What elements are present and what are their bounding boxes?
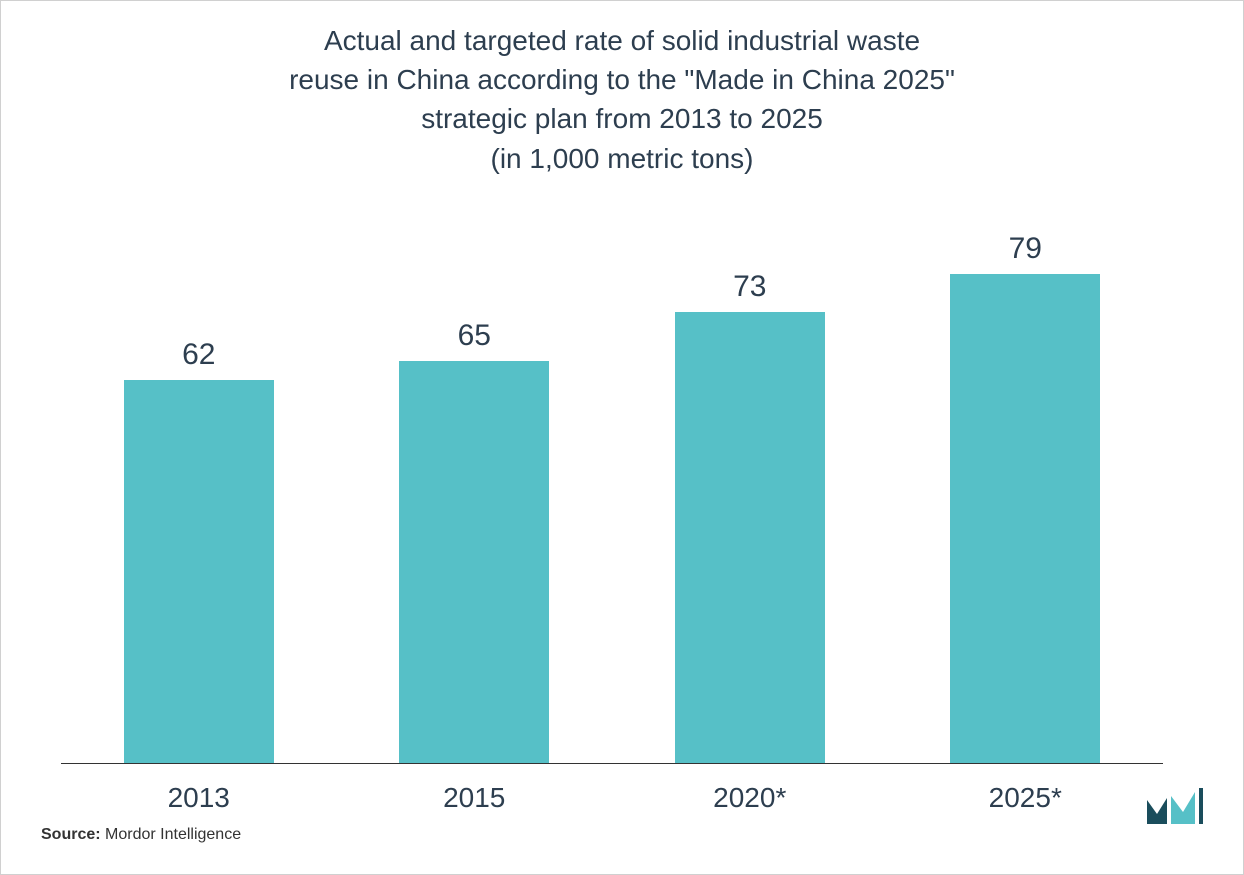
source-label: Source: — [41, 826, 101, 843]
chart-container: Actual and targeted rate of solid indust… — [1, 1, 1243, 874]
bar-1 — [399, 361, 549, 763]
source-value: Mordor Intelligence — [105, 826, 241, 843]
bar-group-0: 62 — [78, 208, 320, 763]
bar-0 — [124, 380, 274, 763]
bar-value-2: 73 — [733, 270, 766, 304]
bar-group-2: 73 — [629, 208, 871, 763]
mordor-logo-icon — [1147, 788, 1203, 824]
x-label-0: 2013 — [78, 782, 320, 814]
bar-3 — [950, 274, 1100, 763]
title-line-4: (in 1,000 metric tons) — [491, 143, 754, 174]
x-label-1: 2015 — [353, 782, 595, 814]
bars-wrapper: 62 65 73 79 — [61, 208, 1163, 764]
title-line-2: reuse in China according to the "Made in… — [289, 64, 955, 95]
bar-2 — [675, 312, 825, 764]
bar-value-1: 65 — [458, 319, 491, 353]
bar-value-0: 62 — [182, 338, 215, 372]
x-label-3: 2025* — [904, 782, 1146, 814]
bar-value-3: 79 — [1009, 232, 1042, 266]
bar-group-1: 65 — [353, 208, 595, 763]
source-attribution: Source: Mordor Intelligence — [41, 826, 241, 844]
bar-group-3: 79 — [904, 208, 1146, 763]
title-line-1: Actual and targeted rate of solid indust… — [324, 25, 920, 56]
x-axis-labels: 2013 2015 2020* 2025* — [61, 782, 1163, 814]
title-line-3: strategic plan from 2013 to 2025 — [421, 103, 823, 134]
chart-title: Actual and targeted rate of solid indust… — [41, 21, 1203, 178]
x-label-2: 2020* — [629, 782, 871, 814]
chart-area: 62 65 73 79 2013 2015 2020* 2025* — [41, 188, 1203, 834]
